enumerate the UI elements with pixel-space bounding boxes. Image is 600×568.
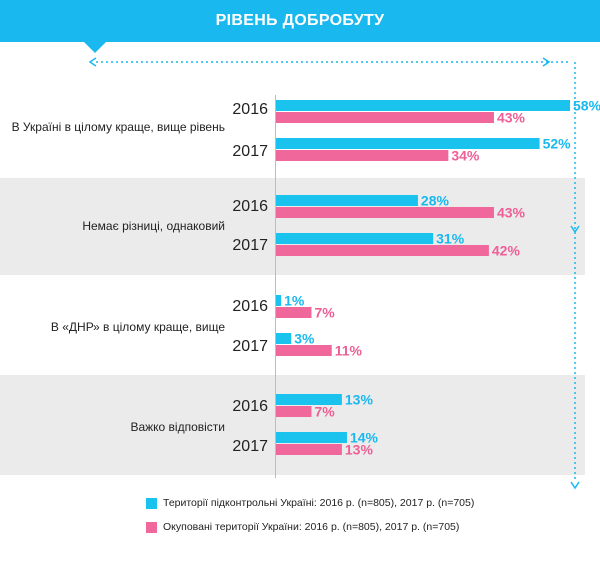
- chart-title: РІВЕНЬ ДОБРОБУТУ: [215, 12, 385, 29]
- bar-controlled-2016: [276, 394, 342, 405]
- value-label: 13%: [345, 442, 374, 458]
- value-label: 43%: [497, 110, 526, 126]
- value-label: 52%: [543, 136, 572, 152]
- year-label: 2016: [232, 398, 268, 415]
- arrow-down-icon: [570, 481, 580, 490]
- category-label-better-ukraine: В Україні в цілому краще, вище рівень: [11, 120, 225, 134]
- legend-swatch-controlled: [146, 497, 157, 509]
- header-banner: [0, 0, 600, 42]
- value-label: 31%: [436, 231, 465, 247]
- bar-occupied-2017: [276, 444, 342, 455]
- bar-controlled-2017: [276, 333, 292, 344]
- chart-bars: [276, 100, 570, 455]
- bar-controlled-2016: [276, 195, 418, 206]
- category-band-2: [0, 178, 585, 275]
- bar-controlled-2017: [276, 233, 434, 244]
- bar-occupied-2016: [276, 112, 494, 123]
- chart-value-labels: 58% 43% 52% 34% 28% 43% 31% 42% 1% 7% 3% 11% 13% 7% 14…: [284, 98, 600, 458]
- arrow-down-icon: [570, 225, 580, 234]
- category-label-hard-to-say: Важко відповісти: [130, 420, 225, 434]
- category-label-better-dnr: В «ДНР» в цілому краще, вище: [50, 320, 225, 334]
- bar-occupied-2016: [276, 207, 494, 218]
- chart-decor: [88, 57, 580, 490]
- legend-label-occupied: Окуповані території України: 2016 р. (n=…: [163, 521, 460, 533]
- bar-controlled-2016: [276, 100, 570, 111]
- bar-controlled-2016: [276, 295, 282, 306]
- bar-controlled-2017: [276, 138, 540, 149]
- value-label: 1%: [284, 293, 305, 309]
- legend-item-occupied: Окуповані території України: 2016 р. (n=…: [146, 520, 459, 534]
- legend-swatch-occupied: [146, 521, 157, 533]
- year-label: 2016: [232, 298, 268, 315]
- value-label: 14%: [350, 430, 379, 446]
- year-label: 2016: [232, 101, 268, 118]
- value-label: 13%: [345, 392, 374, 408]
- bar-occupied-2017: [276, 150, 449, 161]
- value-label: 42%: [492, 243, 521, 259]
- legend-item-controlled: Території підконтрольні Україні: 2016 р.…: [146, 496, 474, 510]
- year-label: 2017: [232, 338, 268, 355]
- value-label: 3%: [294, 331, 315, 347]
- bar-occupied-2016: [276, 307, 312, 318]
- arrow-right-icon: [542, 57, 551, 67]
- bar-controlled-2017: [276, 432, 347, 443]
- header-notch: [83, 41, 107, 53]
- bar-occupied-2016: [276, 406, 312, 417]
- value-label: 28%: [421, 193, 450, 209]
- year-label: 2017: [232, 143, 268, 160]
- year-label: 2017: [232, 438, 268, 455]
- value-label: 7%: [314, 305, 335, 321]
- year-label: 2017: [232, 237, 268, 254]
- category-band-4: [0, 375, 585, 475]
- bar-occupied-2017: [276, 345, 332, 356]
- legend-label-controlled: Території підконтрольні Україні: 2016 р.…: [163, 497, 475, 509]
- value-label: 34%: [451, 148, 480, 164]
- value-label: 11%: [335, 343, 363, 359]
- arrow-left-icon: [88, 57, 97, 67]
- value-label: 58%: [573, 98, 600, 114]
- value-label: 7%: [314, 404, 335, 420]
- value-label: 43%: [497, 205, 526, 221]
- bar-occupied-2017: [276, 245, 489, 256]
- category-label-no-difference: Немає різниці, однаковий: [82, 219, 225, 233]
- year-label: 2016: [232, 198, 268, 215]
